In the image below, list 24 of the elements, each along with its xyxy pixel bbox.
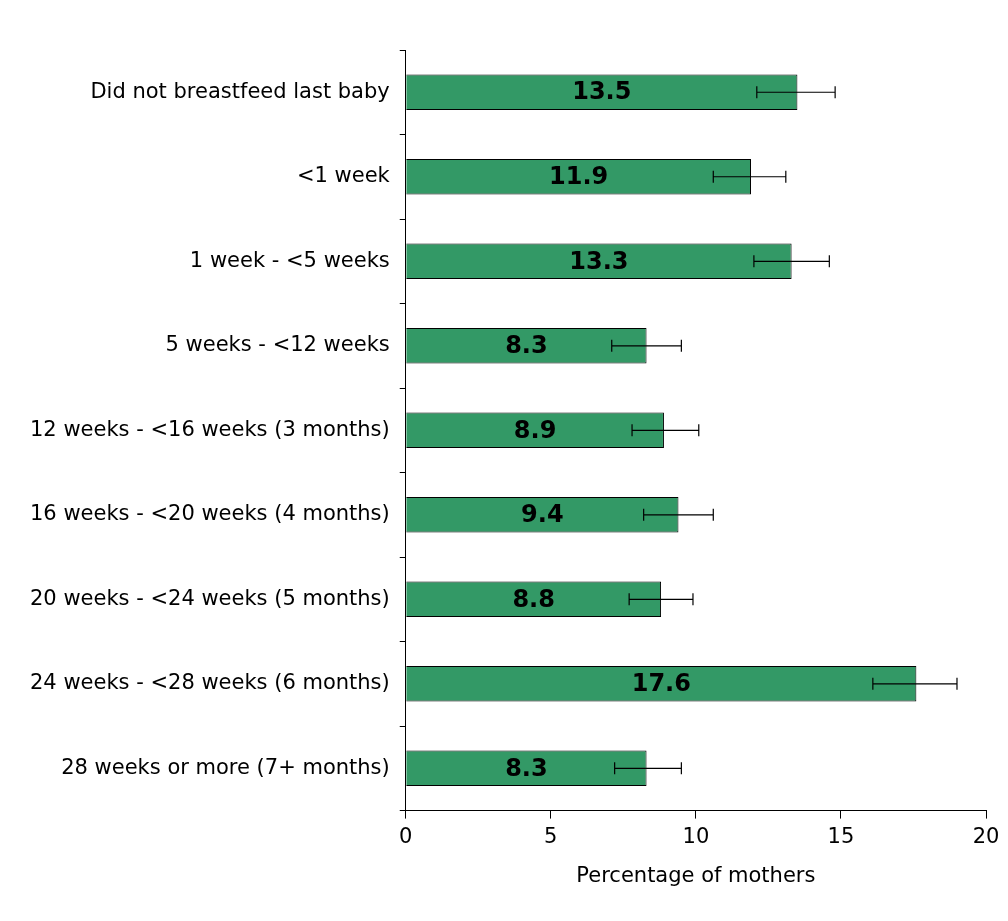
data-label: 11.9 (549, 162, 609, 190)
data-label: 17.6 (631, 669, 691, 698)
y-tick-label: <1 week (296, 163, 391, 188)
data-label: 13.3 (569, 246, 629, 275)
y-tick-label: 12 weeks - <16 weeks (3 months) (30, 416, 390, 441)
data-label: 13.5 (572, 77, 632, 106)
x-tick-label: 0 (399, 823, 413, 848)
y-tick-label: 24 weeks - <28 weeks (6 months) (30, 670, 390, 695)
x-axis-title: Percentage of mothers (576, 862, 816, 887)
x-tick-label: 5 (544, 823, 558, 848)
data-label: 8.3 (505, 331, 548, 360)
data-label: 8.8 (512, 584, 555, 613)
x-tick-label: 20 (972, 823, 1000, 848)
data-label: 8.3 (505, 753, 548, 782)
data-label: 8.9 (513, 415, 557, 444)
data-label: 9.4 (521, 500, 564, 529)
y-tick-label: 1 week - <5 weeks (189, 247, 390, 272)
y-tick-label: 16 weeks - <20 weeks (4 months) (30, 501, 390, 526)
x-tick-label: 15 (827, 823, 855, 848)
y-tick-label: 28 weeks or more (7+ months) (61, 754, 390, 779)
y-tick-label: 5 weeks - <12 weeks (165, 332, 390, 357)
x-tick-label: 10 (682, 823, 710, 848)
y-tick-label: 20 weeks - <24 weeks (5 months) (30, 585, 390, 610)
y-tick-label: Did not breastfeed last baby (90, 78, 390, 103)
